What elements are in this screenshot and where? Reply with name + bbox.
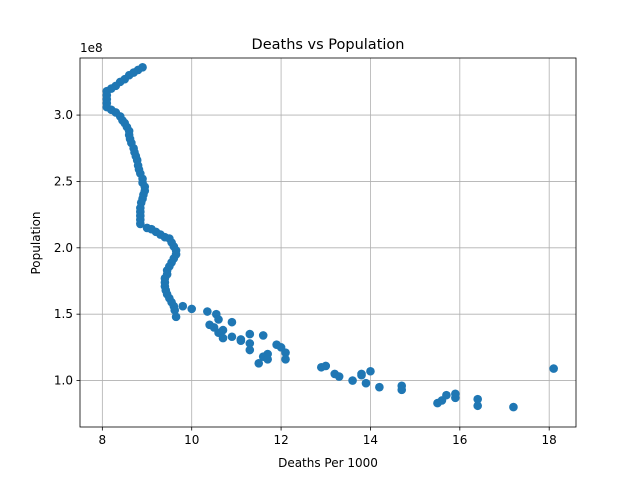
data-point [348, 376, 357, 385]
axis-ticks: 8 10 12 14 16 18 1.0 1.5 2.0 2.5 3.0 [54, 108, 557, 447]
data-point [366, 366, 375, 376]
data-point [178, 301, 188, 311]
data-point [236, 336, 246, 346]
data-point [281, 355, 290, 364]
x-tick-label: 18 [542, 433, 557, 447]
data-point [171, 312, 181, 322]
data-point [218, 333, 228, 343]
data-point [203, 307, 212, 316]
data-point [442, 390, 451, 400]
grid [80, 58, 576, 427]
data-points [102, 62, 558, 412]
x-tick-label: 16 [452, 433, 467, 447]
data-point [245, 345, 255, 355]
data-point [357, 369, 366, 379]
chart-title: Deaths vs Population [252, 37, 405, 53]
data-point [258, 331, 268, 340]
data-point [254, 358, 264, 368]
y-tick-label: 1.0 [54, 374, 73, 388]
data-point [549, 364, 558, 373]
data-point [263, 355, 272, 364]
plot-frame [79, 57, 577, 428]
data-point [227, 332, 237, 342]
data-point [187, 304, 197, 314]
data-point [509, 402, 518, 412]
y-axis-offset-text: 1e8 [80, 41, 103, 55]
y-tick-label: 2.5 [54, 174, 73, 188]
data-point [245, 329, 255, 339]
data-point [170, 305, 180, 315]
x-tick-label: 10 [184, 433, 199, 447]
data-point [397, 385, 407, 395]
data-point [473, 401, 482, 411]
y-axis-label: Population [29, 211, 43, 274]
data-point [334, 372, 344, 381]
x-tick-label: 8 [99, 433, 107, 447]
x-axis-label: Deaths Per 1000 [278, 456, 378, 470]
x-tick-label: 14 [363, 433, 378, 447]
data-point [361, 378, 371, 388]
data-point [451, 393, 460, 403]
x-tick-label: 12 [273, 433, 288, 447]
data-point [214, 315, 223, 324]
data-point [245, 339, 255, 348]
data-point [321, 361, 331, 371]
y-tick-label: 2.0 [54, 241, 73, 255]
data-point [227, 317, 237, 327]
y-tick-label: 1.5 [54, 307, 73, 321]
data-point [375, 382, 384, 392]
data-point [136, 219, 145, 229]
data-point [281, 348, 290, 357]
y-tick-label: 3.0 [54, 108, 73, 122]
data-point [473, 394, 482, 404]
